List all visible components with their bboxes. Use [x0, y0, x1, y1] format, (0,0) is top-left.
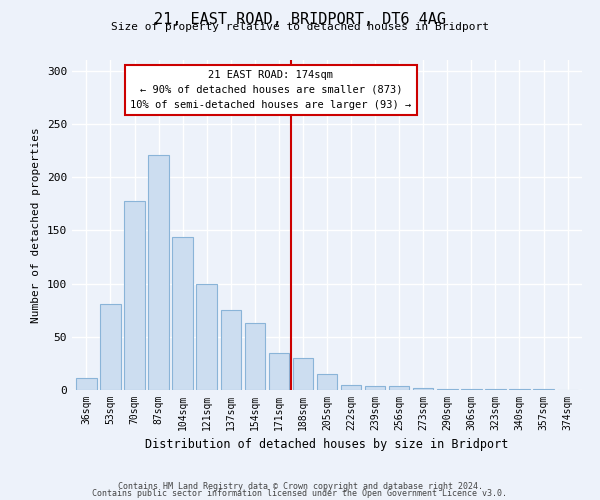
Bar: [221, 310, 241, 390]
Text: 21 EAST ROAD: 174sqm
← 90% of detached houses are smaller (873)
10% of semi-deta: 21 EAST ROAD: 174sqm ← 90% of detached h…: [130, 70, 412, 110]
Text: Contains HM Land Registry data © Crown copyright and database right 2024.: Contains HM Land Registry data © Crown c…: [118, 482, 482, 491]
Text: Size of property relative to detached houses in Bridport: Size of property relative to detached ho…: [111, 22, 489, 32]
Text: 21, EAST ROAD, BRIDPORT, DT6 4AG: 21, EAST ROAD, BRIDPORT, DT6 4AG: [154, 12, 446, 28]
Bar: [269, 352, 289, 390]
Bar: [413, 388, 433, 390]
Bar: [245, 323, 265, 390]
Bar: [485, 389, 506, 390]
Bar: [148, 154, 169, 390]
Bar: [76, 378, 97, 390]
Bar: [196, 284, 217, 390]
Bar: [124, 200, 145, 390]
Y-axis label: Number of detached properties: Number of detached properties: [31, 127, 41, 323]
Bar: [317, 374, 337, 390]
Bar: [172, 236, 193, 390]
Bar: [341, 384, 361, 390]
Bar: [389, 386, 409, 390]
Bar: [365, 386, 385, 390]
Bar: [533, 389, 554, 390]
Bar: [461, 389, 482, 390]
Bar: [293, 358, 313, 390]
X-axis label: Distribution of detached houses by size in Bridport: Distribution of detached houses by size …: [145, 438, 509, 452]
Bar: [437, 389, 458, 390]
Bar: [100, 304, 121, 390]
Bar: [509, 389, 530, 390]
Text: Contains public sector information licensed under the Open Government Licence v3: Contains public sector information licen…: [92, 489, 508, 498]
